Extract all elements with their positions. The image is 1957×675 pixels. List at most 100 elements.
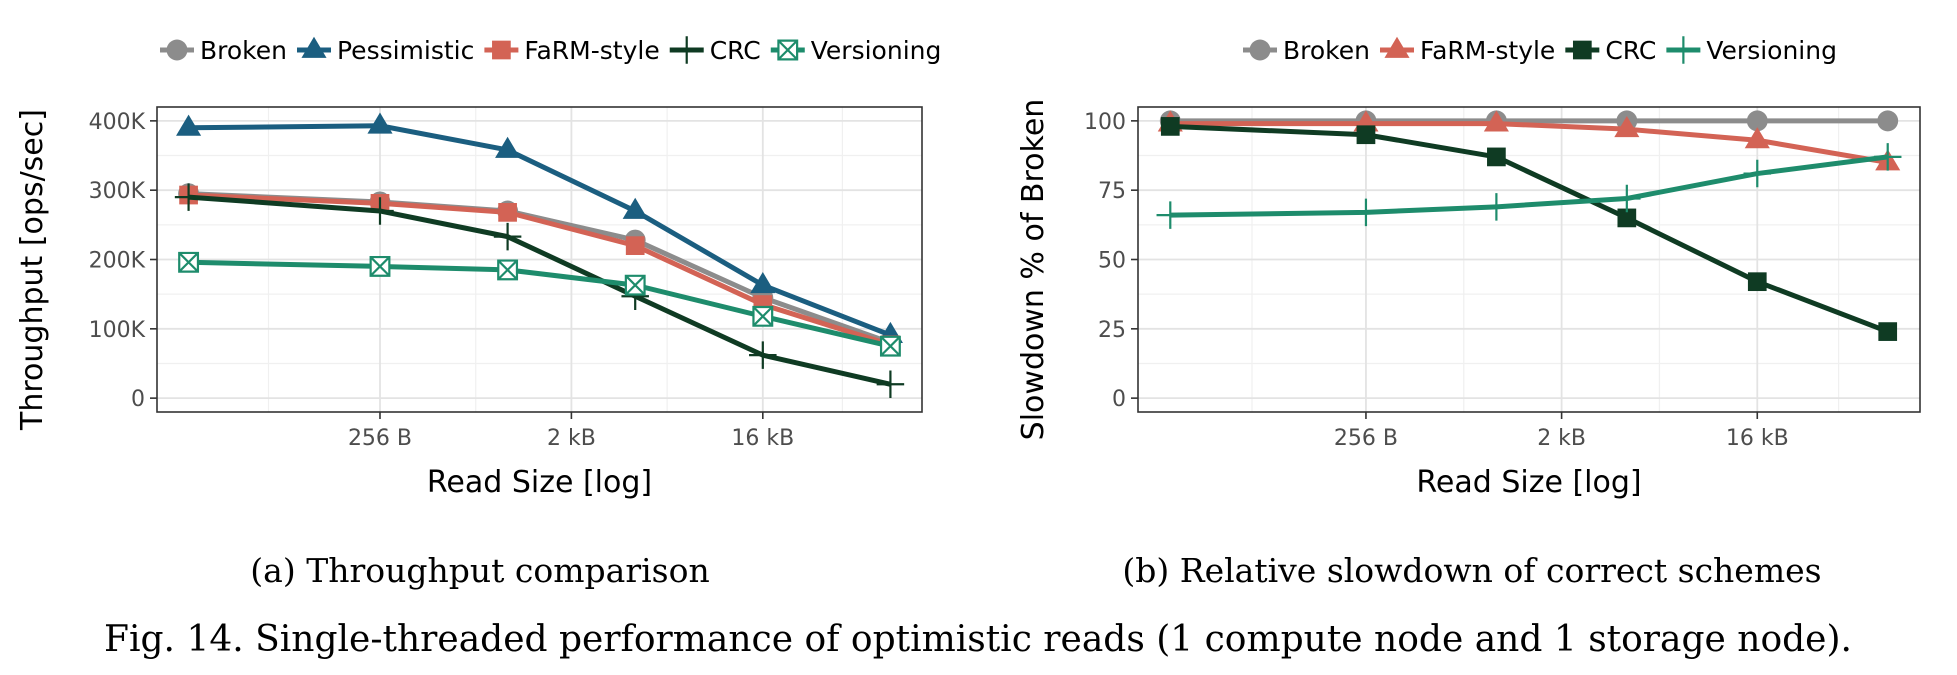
data-point-versioning (1482, 193, 1511, 221)
x-tick-label: 2 kB (1537, 426, 1586, 451)
x-tick-label: 16 kB (731, 426, 794, 451)
data-point-versioning (1156, 201, 1185, 229)
legend-key-pessimistic (301, 36, 327, 58)
data-point-versioning (879, 335, 901, 357)
y-axis-title: Slowdown % of Broken (1016, 99, 1051, 441)
x-tick-label: 16 kB (1726, 426, 1789, 451)
data-point-crc (366, 197, 394, 225)
data-point-crc (1878, 322, 1898, 341)
y-tick-label: 25 (1098, 318, 1126, 343)
data-point-pessimistic (750, 271, 776, 294)
panel-b-slowdown: 0 25 50 75 100 256 B 2 kB 16 kB Read Size [log] S… (1016, 36, 1921, 500)
legend-label: Pessimistic (337, 36, 474, 65)
legend-item-broken: Broken (160, 36, 287, 65)
series-crc (1160, 117, 1898, 341)
legend-label: Broken (200, 36, 287, 65)
figure-caption: Fig. 14. Single-threaded performance of … (104, 619, 1852, 660)
series-line-pessimistic (188, 123, 892, 338)
legend-label: CRC (1605, 36, 1656, 65)
data-point-crc (1160, 117, 1180, 136)
data-point-crc (174, 183, 203, 211)
series-line-crc (1170, 123, 1889, 334)
series-line-farm-style (1170, 121, 1889, 165)
data-point-versioning (752, 305, 774, 327)
legend-key-farm-style (1384, 36, 1410, 58)
data-point-pessimistic (367, 112, 393, 134)
data-point-broken (1746, 110, 1768, 132)
data-point-farm-style (498, 203, 517, 222)
legend-item-crc: CRC (1565, 36, 1656, 65)
y-tick-label: 300K (89, 179, 146, 204)
subcaption-a: (a) Throughput comparison (250, 551, 709, 590)
y-tick-label: 100K (89, 318, 146, 343)
x-tick-label: 2 kB (547, 426, 596, 451)
data-point-crc (749, 341, 777, 369)
data-point-crc (1487, 147, 1506, 167)
legend-item-crc: CRC (669, 36, 761, 65)
y-tick-label: 0 (1112, 387, 1126, 412)
legend-label: Versioning (1706, 36, 1837, 65)
subcaption-b: (b) Relative slowdown of correct schemes (1122, 551, 1821, 590)
data-point-crc (493, 222, 522, 251)
data-point-crc (1356, 125, 1376, 145)
legend-item-farm-style: FaRM-style (1380, 36, 1555, 65)
data-point-versioning (497, 259, 519, 281)
series-line-farm-style (188, 192, 892, 348)
data-point-farm-style (1483, 110, 1509, 132)
legend: Broken FaRM-style CRC Versioning (1243, 36, 1837, 65)
y-tick-label: 400K (89, 110, 146, 135)
series-versioning (178, 251, 901, 357)
series-line-versioning (1170, 154, 1889, 218)
data-point-versioning (1352, 198, 1380, 227)
data-point-versioning (1873, 143, 1902, 171)
legend-label: Versioning (811, 36, 942, 65)
data-point-versioning (624, 274, 646, 296)
y-tick-label: 200K (89, 249, 146, 274)
legend-key-crc (672, 36, 701, 64)
y-axis-title: Throughput [ops/sec] (15, 109, 50, 431)
legend-label: FaRM-style (1420, 36, 1555, 65)
y-tick-label: 0 (131, 387, 145, 412)
data-point-farm-style (625, 236, 645, 255)
data-point-crc (876, 370, 905, 399)
data-point-pessimistic (176, 114, 202, 136)
legend-item-pessimistic: Pessimistic (297, 36, 474, 65)
series-line-versioning (188, 259, 891, 349)
legend-item-versioning: Versioning (1666, 36, 1837, 65)
series-line-crc (188, 194, 891, 387)
data-point-versioning (369, 255, 391, 277)
legend-key-farm-style (492, 40, 511, 60)
data-point-versioning (178, 251, 200, 273)
legend-item-farm-style: FaRM-style (484, 36, 660, 65)
legend-label: Broken (1283, 36, 1370, 65)
y-tick-label: 75 (1098, 179, 1126, 204)
data-point-pessimistic (495, 136, 521, 158)
data-point-versioning (1743, 159, 1772, 188)
x-tick-label: 256 B (348, 426, 412, 451)
data-point-broken (1877, 110, 1899, 132)
legend-key-crc (1572, 40, 1592, 60)
series-versioning (1156, 143, 1902, 229)
x-axis-title: Read Size [log] (427, 465, 652, 500)
y-tick-label: 100 (1084, 110, 1126, 135)
legend-key-versioning (777, 39, 799, 61)
legend-label: FaRM-style (524, 36, 659, 65)
data-point-pessimistic (622, 197, 648, 219)
y-tick-label: 50 (1098, 249, 1126, 274)
data-point-crc (1617, 208, 1637, 228)
data-point-crc (1747, 272, 1767, 292)
legend: Broken Pessimistic FaRM-style CRC Versioning (160, 36, 941, 65)
data-point-farm-style (1614, 115, 1640, 138)
legend-item-broken: Broken (1243, 36, 1370, 65)
legend-key-broken (1249, 39, 1271, 61)
legend-label: CRC (710, 36, 761, 65)
legend-key-versioning (1669, 36, 1698, 64)
legend-item-versioning: Versioning (770, 36, 942, 65)
data-point-farm-style (1744, 127, 1770, 149)
legend-key-broken (166, 39, 188, 61)
data-point-versioning (1613, 184, 1641, 213)
panel-a-throughput: 0 100K 200K 300K 400K 256 B 2 kB 16 kB Read Size… (15, 36, 941, 500)
x-axis-title: Read Size [log] (1416, 465, 1641, 500)
x-tick-label: 256 B (1334, 426, 1398, 451)
